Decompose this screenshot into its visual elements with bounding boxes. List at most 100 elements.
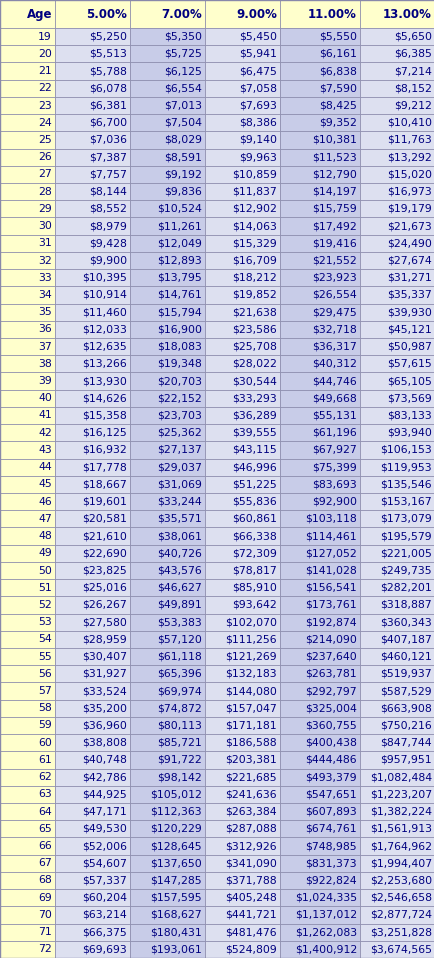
Bar — [279, 803, 359, 820]
Bar — [359, 580, 434, 596]
Bar — [0, 820, 55, 837]
Text: $5,450: $5,450 — [238, 32, 276, 41]
Bar — [0, 837, 55, 855]
Text: $6,161: $6,161 — [319, 49, 356, 58]
Text: $16,932: $16,932 — [82, 445, 127, 455]
Text: $36,960: $36,960 — [82, 720, 127, 731]
Text: 66: 66 — [38, 841, 52, 851]
Text: $39,555: $39,555 — [232, 427, 276, 438]
Text: $5,350: $5,350 — [164, 32, 201, 41]
Text: 53: 53 — [38, 617, 52, 627]
Bar — [0, 355, 55, 373]
Text: 29: 29 — [38, 204, 52, 214]
Text: 27: 27 — [38, 170, 52, 179]
Text: $144,080: $144,080 — [225, 686, 276, 696]
Text: $2,253,680: $2,253,680 — [369, 876, 431, 885]
Bar — [130, 476, 204, 493]
Text: $15,759: $15,759 — [312, 204, 356, 214]
Bar — [279, 235, 359, 252]
Text: $1,561,913: $1,561,913 — [369, 824, 431, 833]
Text: $8,144: $8,144 — [89, 187, 127, 196]
Bar — [279, 562, 359, 580]
Bar — [204, 62, 279, 80]
Text: $13,292: $13,292 — [386, 152, 431, 162]
Bar — [130, 941, 204, 958]
Bar — [130, 820, 204, 837]
Text: $105,012: $105,012 — [150, 789, 201, 799]
Bar — [279, 304, 359, 321]
Bar — [279, 751, 359, 768]
Bar — [279, 941, 359, 958]
Text: $114,461: $114,461 — [305, 531, 356, 541]
Text: $52,006: $52,006 — [82, 841, 127, 851]
Bar — [359, 596, 434, 613]
Text: $171,181: $171,181 — [225, 720, 276, 731]
Text: Age: Age — [26, 8, 52, 20]
Bar — [279, 596, 359, 613]
Bar — [0, 545, 55, 562]
Bar — [204, 424, 279, 442]
Bar — [55, 717, 130, 734]
Bar — [279, 355, 359, 373]
Bar — [130, 131, 204, 148]
Bar — [204, 269, 279, 286]
Bar — [55, 269, 130, 286]
Bar — [204, 235, 279, 252]
Bar — [0, 424, 55, 442]
Bar — [204, 820, 279, 837]
Text: $1,764,962: $1,764,962 — [369, 841, 431, 851]
Bar — [130, 183, 204, 200]
Bar — [55, 872, 130, 889]
Bar — [130, 924, 204, 941]
Bar — [0, 682, 55, 699]
Text: $35,337: $35,337 — [386, 290, 431, 300]
Bar — [204, 252, 279, 269]
Bar — [0, 889, 55, 906]
Text: 70: 70 — [38, 910, 52, 920]
Bar — [0, 717, 55, 734]
Text: $11,261: $11,261 — [157, 221, 201, 231]
Text: $263,384: $263,384 — [225, 807, 276, 816]
Bar — [55, 321, 130, 338]
Text: $47,171: $47,171 — [82, 807, 127, 816]
Bar — [204, 545, 279, 562]
Text: 11.00%: 11.00% — [307, 8, 356, 20]
Text: $8,029: $8,029 — [164, 135, 201, 145]
Bar — [55, 889, 130, 906]
Bar — [0, 338, 55, 355]
Bar — [130, 286, 204, 304]
Text: 42: 42 — [38, 427, 52, 438]
Text: $8,591: $8,591 — [164, 152, 201, 162]
Bar — [0, 390, 55, 407]
Text: $38,061: $38,061 — [157, 531, 201, 541]
Bar — [55, 338, 130, 355]
Bar — [55, 820, 130, 837]
Bar — [279, 924, 359, 941]
Text: $66,338: $66,338 — [232, 531, 276, 541]
Bar — [359, 803, 434, 820]
Text: $65,396: $65,396 — [157, 669, 201, 679]
Bar — [55, 630, 130, 648]
Text: $8,425: $8,425 — [319, 101, 356, 110]
Bar — [0, 252, 55, 269]
Bar — [204, 148, 279, 166]
Bar — [130, 786, 204, 803]
Text: $30,544: $30,544 — [232, 376, 276, 386]
Bar — [0, 493, 55, 511]
Bar — [279, 424, 359, 442]
Text: $16,125: $16,125 — [82, 427, 127, 438]
Bar — [130, 648, 204, 665]
Bar — [130, 768, 204, 786]
Bar — [130, 855, 204, 872]
Bar — [55, 286, 130, 304]
Text: $15,358: $15,358 — [82, 410, 127, 421]
Text: $263,781: $263,781 — [305, 669, 356, 679]
Bar — [55, 80, 130, 97]
Bar — [279, 768, 359, 786]
Bar — [55, 751, 130, 768]
Bar — [359, 613, 434, 630]
Text: $135,546: $135,546 — [379, 479, 431, 490]
Bar — [55, 131, 130, 148]
Text: $6,385: $6,385 — [393, 49, 431, 58]
Text: 68: 68 — [38, 876, 52, 885]
